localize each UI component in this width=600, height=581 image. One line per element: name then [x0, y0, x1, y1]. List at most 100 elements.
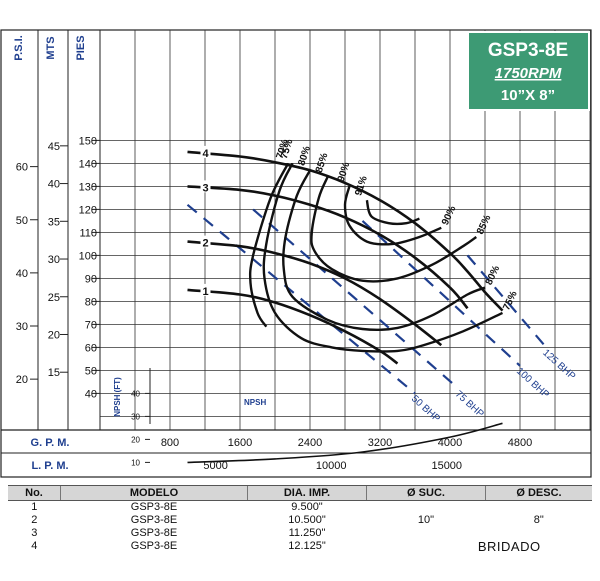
- gpm-tick-label: 3200: [368, 437, 392, 449]
- model-badge: GSP3-8E 1750RPM 10”X 8”: [467, 31, 590, 111]
- gpm-tick-label: 1600: [228, 437, 252, 449]
- table-header-desc: Ø DESC.: [485, 485, 592, 501]
- chart-grid: [100, 30, 591, 430]
- badge-size: 10”X 8”: [501, 87, 555, 104]
- row-no: 3: [31, 527, 38, 539]
- efficiency-curve: [343, 186, 442, 246]
- head-curve-label: 3: [202, 182, 208, 194]
- npsh-tick-label: 10: [131, 458, 140, 467]
- badge-model: GSP3-8E: [488, 40, 568, 61]
- pies-tick-label: 120: [79, 204, 97, 216]
- lpm-axis-label: L. P. M.: [31, 460, 68, 472]
- head-curve-label: 4: [202, 148, 209, 160]
- lpm-tick-label: 10000: [316, 460, 347, 472]
- head-curve-label: 1: [202, 286, 208, 298]
- row-modelo: GSP3-8E: [130, 501, 178, 513]
- npsh-curve: NPSH: [187, 398, 503, 464]
- left-axes: [37, 30, 101, 430]
- pies-tick-label: 90: [85, 273, 97, 285]
- npsh-tick-label: 20: [131, 435, 140, 444]
- psi-tick-label: 20: [16, 374, 28, 386]
- lpm-tick-label: 15000: [431, 460, 462, 472]
- table-header-no: No.: [8, 485, 61, 501]
- gpm-axis-label: G. P. M.: [31, 437, 70, 449]
- efficiency-curve: [282, 169, 486, 332]
- npsh-tick-label: 30: [131, 412, 140, 421]
- pies-tick-label: 150: [79, 135, 97, 147]
- bottom-axes: [1, 429, 591, 454]
- table-row: 4 GSP3-8E 12.125" BRIDADO: [8, 540, 592, 553]
- mts-tick-label: 40: [48, 179, 60, 191]
- pies-tick-label: 140: [79, 158, 97, 170]
- head-curves: 4 3 2 1: [187, 145, 504, 365]
- gpm-tick-label: 800: [161, 437, 179, 449]
- psi-ticks: 60 50 40 30 20: [16, 162, 38, 386]
- pies-axis-label: PIES: [75, 35, 87, 60]
- lpm-ticks: 5000 10000 15000: [203, 460, 462, 472]
- pies-tick-label: 70: [85, 319, 97, 331]
- pies-tick-label: 40: [85, 388, 97, 400]
- table-header-modelo: MODELO: [60, 485, 248, 501]
- row-no: 2: [31, 514, 38, 526]
- mts-tick-label: 25: [48, 292, 60, 304]
- suction-value: 10": [417, 514, 435, 526]
- table-row: 3 GSP3-8E 11.250": [8, 527, 592, 540]
- head-curve-1: [187, 288, 399, 365]
- table-row: 1 GSP3-8E 9.500": [8, 501, 592, 515]
- pies-tick-label: 80: [85, 296, 97, 308]
- psi-tick-label: 40: [16, 268, 28, 280]
- table-header-dia: DIA. IMP.: [247, 485, 367, 501]
- pump-curve-chart: P.S.I. MTS PIES G. P. M. L. P. M. NPSH (…: [0, 29, 592, 478]
- npsh-ticks: 40 30 20 10: [131, 368, 151, 467]
- gpm-tick-label: 4800: [508, 437, 532, 449]
- psi-tick-label: 30: [16, 321, 28, 333]
- mts-tick-label: 20: [48, 329, 60, 341]
- row-modelo: GSP3-8E: [130, 540, 178, 552]
- psi-tick-label: 50: [16, 215, 28, 227]
- table-header-row: No. MODELO DIA. IMP. Ø SUC. Ø DESC.: [8, 485, 592, 501]
- row-dia: 11.250": [288, 527, 326, 539]
- pies-tick-label: 50: [85, 365, 97, 377]
- mts-axis-label: MTS: [45, 36, 57, 59]
- badge-rpm: 1750RPM: [495, 65, 562, 82]
- npsh-curve-label: NPSH: [244, 398, 266, 407]
- model-table: No. MODELO DIA. IMP. Ø SUC. Ø DESC. 1 GS…: [8, 485, 592, 553]
- pies-tick-label: 60: [85, 342, 97, 354]
- efficiency-curve: [365, 199, 420, 226]
- mts-ticks: 45 40 35 30 25 20 15: [48, 141, 68, 379]
- connection-type: BRIDADO: [477, 539, 541, 554]
- row-dia: 10.500": [288, 514, 326, 526]
- mts-tick-label: 45: [48, 141, 60, 153]
- pies-tick-label: 130: [79, 181, 97, 193]
- bhp-line: [186, 203, 416, 395]
- mts-tick-label: 15: [48, 367, 60, 379]
- npsh-axis-label: NPSH (FT): [113, 377, 122, 417]
- efficiency-curve: [262, 162, 504, 353]
- table-header-suc: Ø SUC.: [366, 485, 486, 501]
- row-no: 1: [31, 501, 38, 513]
- head-curve-2: [187, 240, 443, 347]
- npsh-tick-label: 40: [131, 389, 140, 398]
- lpm-tick-label: 5000: [203, 460, 227, 472]
- row-dia: 12.125": [288, 540, 326, 552]
- psi-tick-label: 60: [16, 162, 28, 174]
- head-curve-label: 2: [202, 238, 208, 250]
- gpm-tick-label: 2400: [298, 437, 322, 449]
- pies-ticks: 150 140 130 120 110 100 90 80 70 60 50 40: [79, 135, 100, 400]
- gpm-ticks: 800 1600 2400 3200 4000 4800: [161, 437, 532, 449]
- bhp-line: [361, 220, 521, 367]
- mts-tick-label: 30: [48, 254, 60, 266]
- row-dia: 9.500": [291, 501, 323, 513]
- psi-axis-label: P.S.I.: [13, 35, 25, 60]
- gpm-tick-label: 4000: [438, 437, 462, 449]
- mts-tick-label: 35: [48, 216, 60, 228]
- pies-tick-label: 110: [79, 227, 97, 239]
- bhp-line: [252, 208, 460, 390]
- row-modelo: GSP3-8E: [130, 514, 178, 526]
- discharge-value: 8": [533, 514, 544, 526]
- head-curve-4: [187, 150, 504, 312]
- badge-background: [467, 31, 590, 111]
- pies-tick-label: 100: [79, 250, 97, 262]
- row-no: 4: [31, 540, 38, 552]
- table-row: 2 GSP3-8E 10.500" 10" 8": [8, 514, 592, 527]
